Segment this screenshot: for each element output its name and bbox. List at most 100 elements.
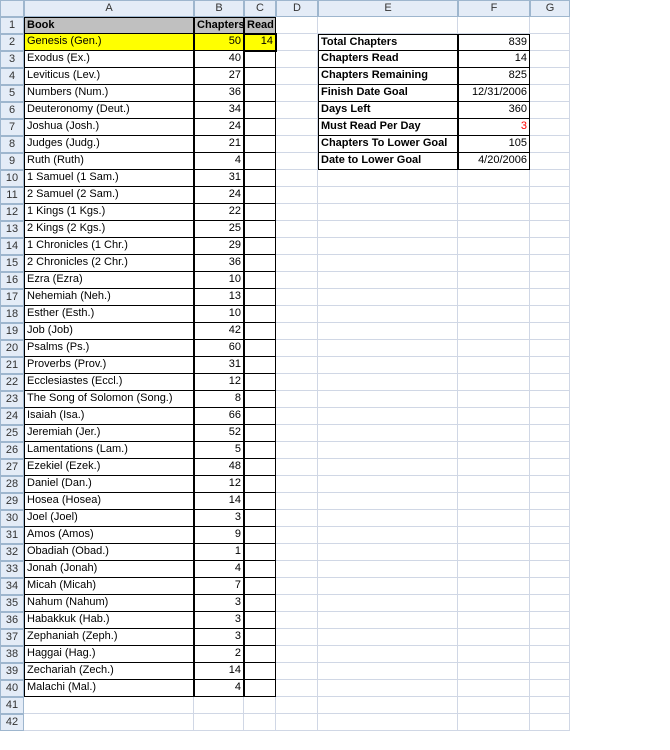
cell-F39[interactable] [458, 663, 530, 680]
cell-F16[interactable] [458, 272, 530, 289]
cell-A34[interactable]: Micah (Micah) [24, 578, 194, 595]
cell-D41[interactable] [276, 697, 318, 714]
cell-A31[interactable]: Amos (Amos) [24, 527, 194, 544]
row-header-4[interactable]: 4 [0, 68, 24, 85]
cell-B27[interactable]: 48 [194, 459, 244, 476]
row-header-37[interactable]: 37 [0, 629, 24, 646]
row-header-14[interactable]: 14 [0, 238, 24, 255]
cell-F41[interactable] [458, 697, 530, 714]
cell-D3[interactable] [276, 51, 318, 68]
cell-B22[interactable]: 12 [194, 374, 244, 391]
cell-E8[interactable]: Chapters To Lower Goal [318, 136, 458, 153]
cell-A26[interactable]: Lamentations (Lam.) [24, 442, 194, 459]
cell-E11[interactable] [318, 187, 458, 204]
cell-F7[interactable]: 3 [458, 119, 530, 136]
row-header-26[interactable]: 26 [0, 442, 24, 459]
cell-F1[interactable] [458, 17, 530, 34]
cell-A9[interactable]: Ruth (Ruth) [24, 153, 194, 170]
cell-G12[interactable] [530, 204, 570, 221]
cell-A35[interactable]: Nahum (Nahum) [24, 595, 194, 612]
cell-A39[interactable]: Zechariah (Zech.) [24, 663, 194, 680]
cell-F27[interactable] [458, 459, 530, 476]
cell-D19[interactable] [276, 323, 318, 340]
cell-B33[interactable]: 4 [194, 561, 244, 578]
cell-G14[interactable] [530, 238, 570, 255]
cell-E26[interactable] [318, 442, 458, 459]
cell-B34[interactable]: 7 [194, 578, 244, 595]
cell-E4[interactable]: Chapters Remaining [318, 68, 458, 85]
cell-G23[interactable] [530, 391, 570, 408]
cell-B30[interactable]: 3 [194, 510, 244, 527]
cell-A33[interactable]: Jonah (Jonah) [24, 561, 194, 578]
cell-E22[interactable] [318, 374, 458, 391]
row-header-30[interactable]: 30 [0, 510, 24, 527]
cell-C23[interactable] [244, 391, 276, 408]
cell-C25[interactable] [244, 425, 276, 442]
cell-B28[interactable]: 12 [194, 476, 244, 493]
col-header-A[interactable]: A [24, 0, 194, 17]
cell-A5[interactable]: Numbers (Num.) [24, 85, 194, 102]
cell-B35[interactable]: 3 [194, 595, 244, 612]
row-header-19[interactable]: 19 [0, 323, 24, 340]
cell-B14[interactable]: 29 [194, 238, 244, 255]
row-header-3[interactable]: 3 [0, 51, 24, 68]
cell-G40[interactable] [530, 680, 570, 697]
cell-D6[interactable] [276, 102, 318, 119]
cell-D8[interactable] [276, 136, 318, 153]
cell-G20[interactable] [530, 340, 570, 357]
cell-B15[interactable]: 36 [194, 255, 244, 272]
cell-E32[interactable] [318, 544, 458, 561]
cell-C4[interactable] [244, 68, 276, 85]
cell-B9[interactable]: 4 [194, 153, 244, 170]
cell-G11[interactable] [530, 187, 570, 204]
cell-C32[interactable] [244, 544, 276, 561]
cell-G41[interactable] [530, 697, 570, 714]
cell-G37[interactable] [530, 629, 570, 646]
cell-D9[interactable] [276, 153, 318, 170]
cell-A3[interactable]: Exodus (Ex.) [24, 51, 194, 68]
cell-A21[interactable]: Proverbs (Prov.) [24, 357, 194, 374]
cell-C21[interactable] [244, 357, 276, 374]
cell-A24[interactable]: Isaiah (Isa.) [24, 408, 194, 425]
cell-A36[interactable]: Habakkuk (Hab.) [24, 612, 194, 629]
cell-D27[interactable] [276, 459, 318, 476]
cell-E13[interactable] [318, 221, 458, 238]
cell-C28[interactable] [244, 476, 276, 493]
cell-A25[interactable]: Jeremiah (Jer.) [24, 425, 194, 442]
cell-G1[interactable] [530, 17, 570, 34]
cell-D26[interactable] [276, 442, 318, 459]
cell-E41[interactable] [318, 697, 458, 714]
cell-B29[interactable]: 14 [194, 493, 244, 510]
cell-A41[interactable] [24, 697, 194, 714]
cell-B5[interactable]: 36 [194, 85, 244, 102]
cell-D22[interactable] [276, 374, 318, 391]
cell-C29[interactable] [244, 493, 276, 510]
cell-G27[interactable] [530, 459, 570, 476]
cell-B41[interactable] [194, 697, 244, 714]
cell-D42[interactable] [276, 714, 318, 731]
row-header-38[interactable]: 38 [0, 646, 24, 663]
row-header-2[interactable]: 2 [0, 34, 24, 51]
cell-G34[interactable] [530, 578, 570, 595]
cell-F22[interactable] [458, 374, 530, 391]
cell-A23[interactable]: The Song of Solomon (Song.) [24, 391, 194, 408]
cell-A18[interactable]: Esther (Esth.) [24, 306, 194, 323]
cell-C24[interactable] [244, 408, 276, 425]
cell-E1[interactable] [318, 17, 458, 34]
cell-E14[interactable] [318, 238, 458, 255]
cell-F35[interactable] [458, 595, 530, 612]
cell-C20[interactable] [244, 340, 276, 357]
col-header-B[interactable]: B [194, 0, 244, 17]
cell-E31[interactable] [318, 527, 458, 544]
cell-D10[interactable] [276, 170, 318, 187]
row-header-7[interactable]: 7 [0, 119, 24, 136]
cell-E3[interactable]: Chapters Read [318, 51, 458, 68]
cell-C27[interactable] [244, 459, 276, 476]
cell-G10[interactable] [530, 170, 570, 187]
cell-B26[interactable]: 5 [194, 442, 244, 459]
cell-A37[interactable]: Zephaniah (Zeph.) [24, 629, 194, 646]
cell-E25[interactable] [318, 425, 458, 442]
cell-G16[interactable] [530, 272, 570, 289]
row-header-22[interactable]: 22 [0, 374, 24, 391]
cell-D30[interactable] [276, 510, 318, 527]
